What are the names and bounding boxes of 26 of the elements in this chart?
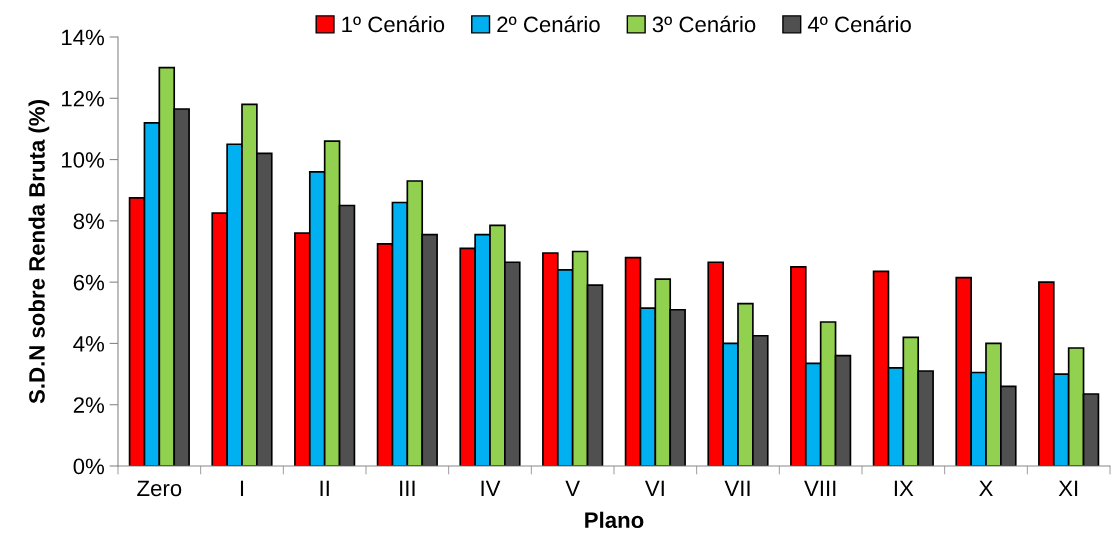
x-tick-label: VII xyxy=(724,480,750,496)
y-tick-label: 0% xyxy=(73,458,105,475)
x-tick-label: I xyxy=(240,480,244,496)
legend-label: 2º Cenário xyxy=(497,15,600,33)
y-tick-label: 8% xyxy=(73,213,105,230)
x-axis-title: Plano xyxy=(585,511,644,529)
x-tick-label: VIII xyxy=(804,480,836,496)
y-tick-label: 6% xyxy=(73,274,105,291)
x-tick-label: II xyxy=(320,480,329,496)
x-tick-label: III xyxy=(400,480,415,496)
y-tick-label: 4% xyxy=(73,336,105,352)
y-axis-title: S.D.N sobre Renda Bruta (%) xyxy=(28,100,50,404)
x-tick-label: IV xyxy=(481,480,501,496)
legend-label: 3º Cenário xyxy=(652,15,756,33)
x-tick-label: XI xyxy=(1058,480,1078,496)
x-tick-label: VI xyxy=(644,480,664,496)
x-tick-label: V xyxy=(565,480,580,496)
y-tick-label: 2% xyxy=(73,397,105,413)
x-tick-label: Zero xyxy=(137,480,182,497)
x-tick-label: IX xyxy=(894,480,914,496)
legend-label: 1º Cenário xyxy=(342,15,445,33)
y-tick-label: 10% xyxy=(62,152,105,168)
legend-label: 4º Cenário xyxy=(807,15,911,33)
x-tick-label: X xyxy=(979,480,993,496)
y-tick-label: 12% xyxy=(62,90,105,107)
y-tick-label: 14% xyxy=(62,29,105,46)
